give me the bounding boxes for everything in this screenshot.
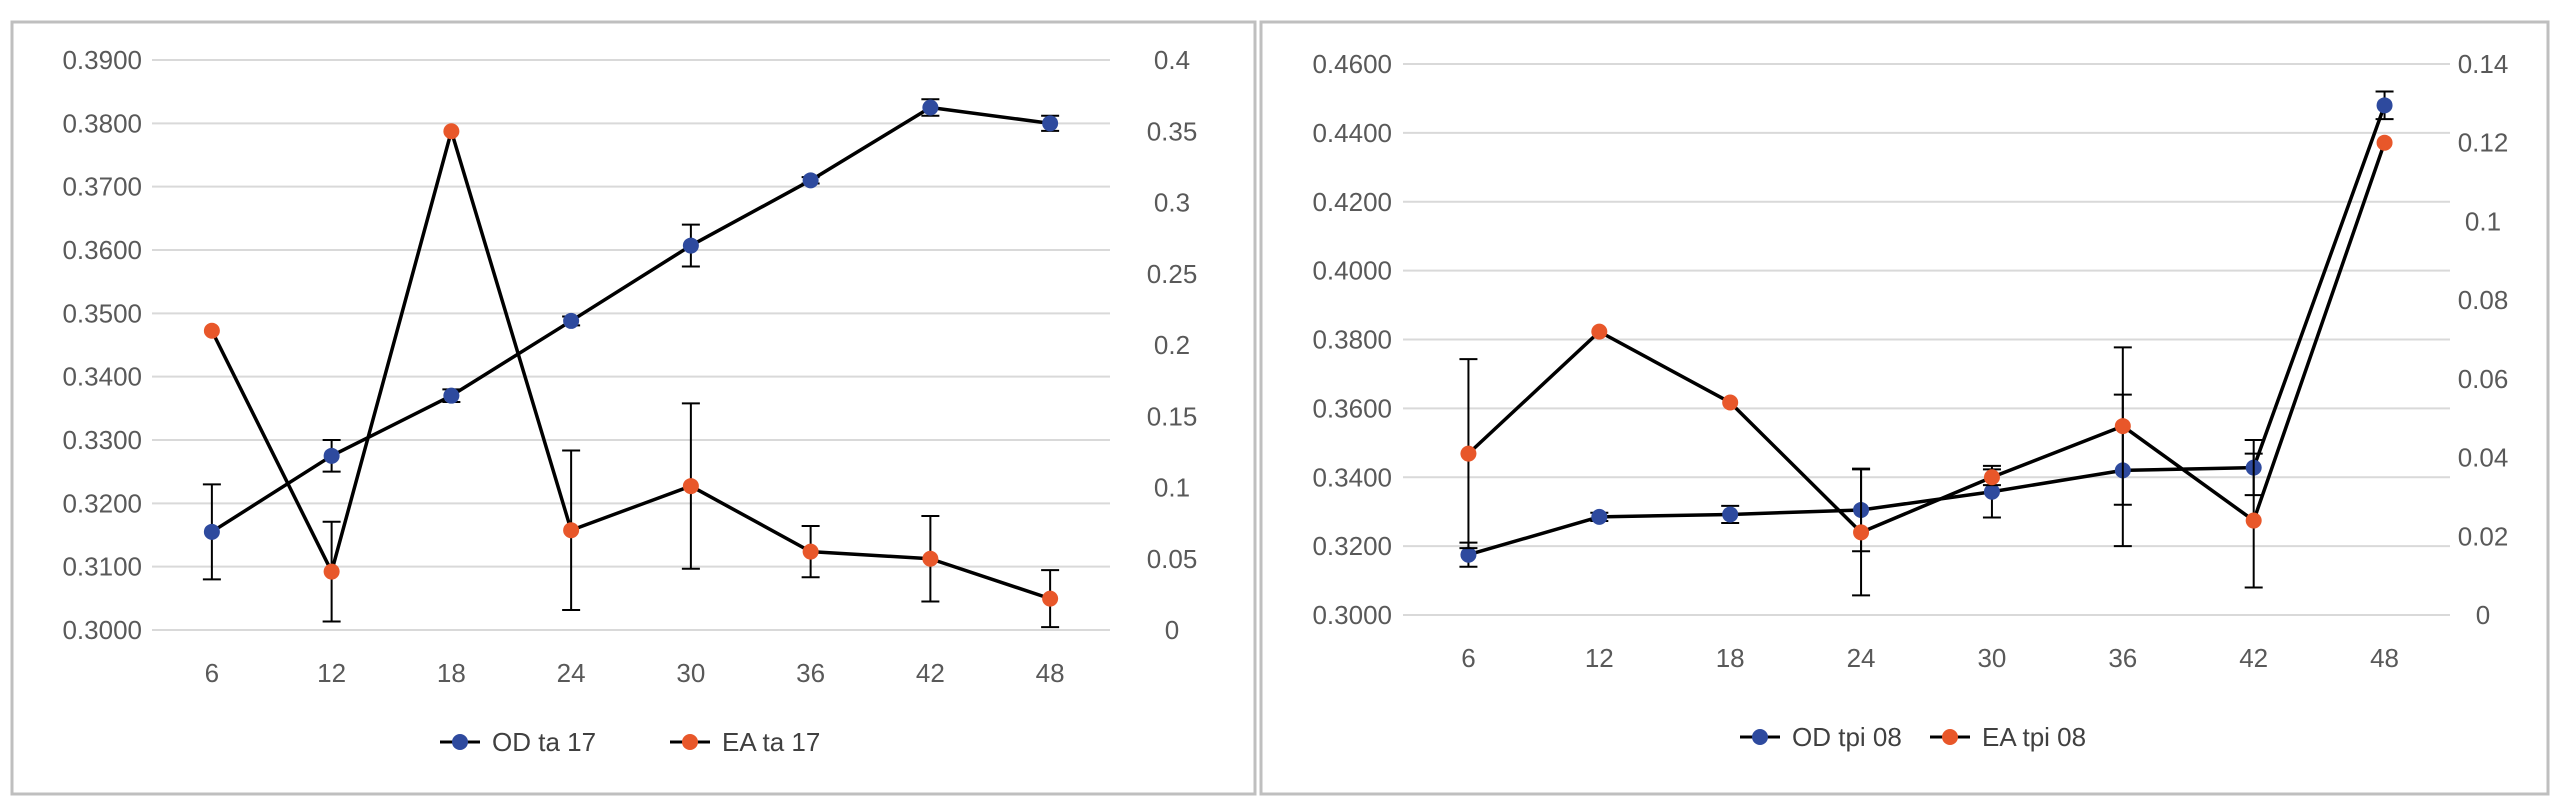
y-right-tick-label: 0.4 bbox=[1154, 45, 1190, 75]
data-point-ea bbox=[323, 563, 340, 580]
data-point-od bbox=[1722, 506, 1739, 523]
data-point-ea bbox=[1722, 394, 1739, 411]
y-left-tick-label: 0.3700 bbox=[62, 172, 142, 202]
x-tick-label: 42 bbox=[2239, 643, 2268, 673]
y-right-tick-label: 0.2 bbox=[1154, 330, 1190, 360]
y-left-tick-label: 0.3900 bbox=[62, 45, 142, 75]
data-point-od bbox=[1042, 115, 1059, 132]
y-right-tick-label: 0.02 bbox=[2458, 521, 2509, 551]
x-tick-label: 12 bbox=[1585, 643, 1614, 673]
y-right-tick-label: 0.08 bbox=[2458, 285, 2509, 315]
x-tick-label: 12 bbox=[317, 658, 346, 688]
x-tick-label: 48 bbox=[2370, 643, 2399, 673]
data-point-od bbox=[1591, 508, 1608, 525]
x-tick-label: 36 bbox=[796, 658, 825, 688]
y-left-tick-label: 0.4200 bbox=[1312, 187, 1392, 217]
data-point-od bbox=[323, 447, 340, 464]
y-left-tick-label: 0.3800 bbox=[1312, 325, 1392, 355]
legend-label: EA ta 17 bbox=[722, 727, 820, 757]
legend-marker-ea bbox=[682, 734, 698, 750]
data-point-ea bbox=[2376, 134, 2393, 151]
y-left-tick-label: 0.4600 bbox=[1312, 49, 1392, 79]
x-tick-label: 30 bbox=[676, 658, 705, 688]
y-right-tick-label: 0.14 bbox=[2458, 49, 2509, 79]
y-right-tick-label: 0.1 bbox=[2465, 206, 2501, 236]
y-right-tick-label: 0.12 bbox=[2458, 128, 2509, 158]
data-point-ea bbox=[203, 322, 220, 339]
y-left-tick-label: 0.3000 bbox=[1312, 600, 1392, 630]
x-tick-label: 6 bbox=[205, 658, 219, 688]
data-point-ea bbox=[682, 478, 699, 495]
y-right-tick-label: 0.3 bbox=[1154, 188, 1190, 218]
data-point-ea bbox=[802, 543, 819, 560]
y-left-tick-label: 0.4000 bbox=[1312, 256, 1392, 286]
x-tick-label: 18 bbox=[437, 658, 466, 688]
x-tick-label: 6 bbox=[1461, 643, 1475, 673]
y-left-tick-label: 0.3300 bbox=[62, 425, 142, 455]
y-left-tick-label: 0.3600 bbox=[62, 235, 142, 265]
y-right-tick-label: 0.06 bbox=[2458, 364, 2509, 394]
data-point-ea bbox=[2245, 512, 2262, 529]
series-line-od bbox=[1467, 104, 2387, 557]
legend-label: OD tpi 08 bbox=[1792, 722, 1902, 752]
y-right-tick-label: 0.15 bbox=[1147, 401, 1198, 431]
x-tick-label: 30 bbox=[1977, 643, 2006, 673]
y-left-tick-label: 0.3500 bbox=[62, 298, 142, 328]
x-tick-label: 18 bbox=[1716, 643, 1745, 673]
x-tick-label: 42 bbox=[916, 658, 945, 688]
data-point-od bbox=[443, 387, 460, 404]
legend-marker-ea bbox=[1942, 729, 1958, 745]
y-right-tick-label: 0.04 bbox=[2458, 443, 2509, 473]
data-point-ea bbox=[1042, 590, 1059, 607]
legend-marker-od bbox=[1752, 729, 1768, 745]
x-tick-label: 36 bbox=[2108, 643, 2137, 673]
data-point-od bbox=[563, 312, 580, 329]
data-point-od bbox=[2376, 97, 2393, 114]
y-left-tick-label: 0.3400 bbox=[62, 362, 142, 392]
y-right-tick-label: 0.05 bbox=[1147, 544, 1198, 574]
chart-1-frame bbox=[10, 20, 1257, 796]
data-point-ea bbox=[563, 522, 580, 539]
x-tick-label: 24 bbox=[1847, 643, 1876, 673]
legend-marker-od bbox=[452, 734, 468, 750]
data-point-ea bbox=[1983, 469, 2000, 486]
y-left-tick-label: 0.3100 bbox=[62, 552, 142, 582]
chart-2-frame bbox=[1259, 20, 2550, 796]
data-point-ea bbox=[1853, 524, 1870, 541]
chart-1: 0.30000.31000.32000.33000.34000.35000.36… bbox=[62, 45, 1197, 757]
data-point-od bbox=[802, 172, 819, 189]
y-left-tick-label: 0.4400 bbox=[1312, 118, 1392, 148]
y-left-tick-label: 0.3600 bbox=[1312, 393, 1392, 423]
y-right-tick-label: 0 bbox=[1165, 615, 1179, 645]
data-point-od bbox=[203, 523, 220, 540]
y-right-tick-label: 0 bbox=[2476, 600, 2490, 630]
y-left-tick-label: 0.3800 bbox=[62, 108, 142, 138]
series-line-ea bbox=[1467, 142, 2387, 535]
y-right-tick-label: 0.1 bbox=[1154, 473, 1190, 503]
data-point-ea bbox=[1460, 445, 1477, 462]
data-point-ea bbox=[443, 123, 460, 140]
chart-2: 0.3000 0.3200 0.3400 0.3600 0.3800 0.4000 0.42… bbox=[1312, 49, 2508, 752]
x-tick-label: 24 bbox=[557, 658, 586, 688]
data-point-ea bbox=[1591, 323, 1608, 340]
data-point-ea bbox=[922, 550, 939, 567]
x-tick-label: 48 bbox=[1036, 658, 1065, 688]
y-left-tick-label: 0.3200 bbox=[1312, 531, 1392, 561]
data-point-od bbox=[1460, 546, 1477, 563]
data-point-ea bbox=[2114, 418, 2131, 435]
y-left-tick-label: 0.3200 bbox=[62, 488, 142, 518]
series-line-od bbox=[210, 105, 1051, 534]
y-right-tick-label: 0.35 bbox=[1147, 116, 1198, 146]
legend-label: OD ta 17 bbox=[492, 727, 596, 757]
data-point-od bbox=[922, 99, 939, 116]
series-line-ea bbox=[210, 129, 1051, 601]
y-right-tick-label: 0.25 bbox=[1147, 259, 1198, 289]
data-point-od bbox=[682, 237, 699, 254]
y-left-tick-label: 0.3000 bbox=[62, 615, 142, 645]
y-left-tick-label: 0.3400 bbox=[1312, 462, 1392, 492]
legend-label: EA tpi 08 bbox=[1982, 722, 2086, 752]
data-point-od bbox=[1983, 483, 2000, 500]
